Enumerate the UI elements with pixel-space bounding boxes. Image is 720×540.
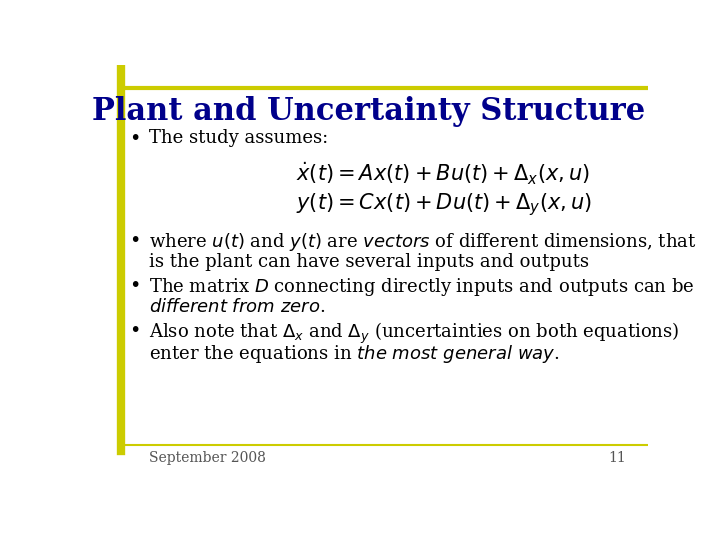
Text: $y(t) = Cx(t) + Du(t) + \Delta_y(x, u)$: $y(t) = Cx(t) + Du(t) + \Delta_y(x, u)$ <box>297 192 593 218</box>
Text: $\mathit{different\ from\ zero}$.: $\mathit{different\ from\ zero}$. <box>148 298 325 316</box>
Text: where $u(t)$ and $y(t)$ are $\mathit{vectors}$ of different dimensions, that: where $u(t)$ and $y(t)$ are $\mathit{vec… <box>148 231 696 253</box>
Text: The matrix $D$ connecting directly inputs and outputs can be: The matrix $D$ connecting directly input… <box>148 276 694 298</box>
Text: Also note that $\Delta_x$ and $\Delta_y$ (uncertainties on both equations): Also note that $\Delta_x$ and $\Delta_y$… <box>148 321 679 346</box>
Text: 11: 11 <box>608 451 626 465</box>
Text: enter the equations in $\mathit{the\ most\ general\ way}$.: enter the equations in $\mathit{the\ mos… <box>148 342 559 365</box>
Text: •: • <box>129 231 140 250</box>
Text: •: • <box>129 321 140 340</box>
Text: •: • <box>129 276 140 295</box>
Text: Plant and Uncertainty Structure: Plant and Uncertainty Structure <box>92 96 646 127</box>
Text: $\dot{x}(t) = Ax(t) + Bu(t) + \Delta_x(x, u)$: $\dot{x}(t) = Ax(t) + Bu(t) + \Delta_x(x… <box>297 160 590 187</box>
Text: The study assumes:: The study assumes: <box>148 129 328 147</box>
Text: September 2008: September 2008 <box>148 451 266 465</box>
Text: •: • <box>129 129 140 149</box>
Text: is the plant can have several inputs and outputs: is the plant can have several inputs and… <box>148 253 588 271</box>
